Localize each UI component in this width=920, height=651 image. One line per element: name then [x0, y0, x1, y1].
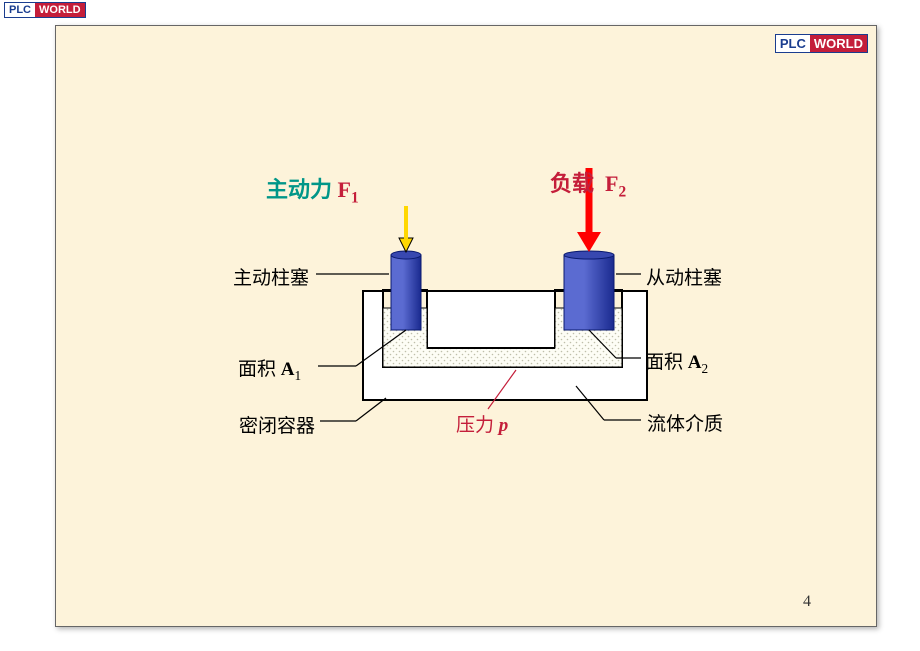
label-container: 密闭容器 — [239, 411, 315, 438]
f1-sub: 1 — [351, 189, 359, 206]
logo-top-left: PLC WORLD — [4, 2, 86, 18]
label-right-piston: 从动柱塞 — [646, 263, 722, 290]
pressure-prefix: 压力 — [456, 415, 494, 436]
logo-slide-top-right: PLC WORLD — [775, 34, 868, 53]
logo-plc-text-2: PLC — [776, 35, 810, 52]
area2-prefix: 面积 — [645, 352, 683, 373]
logo-world-text-2: WORLD — [810, 35, 867, 52]
label-area2: 面积 A2 — [645, 347, 708, 377]
right-piston — [564, 251, 614, 330]
left-piston — [391, 251, 421, 330]
page: PLC WORLD — [0, 0, 920, 651]
f2-sub: 2 — [618, 183, 626, 200]
page-number: 4 — [803, 593, 811, 611]
area1-symbol: A — [281, 359, 295, 380]
diagram-svg — [56, 26, 876, 626]
area2-symbol: A — [688, 352, 702, 373]
label-fluid: 流体介质 — [647, 409, 723, 436]
label-f2: 负载 F2 — [550, 166, 626, 201]
label-area1: 面积 A1 — [238, 354, 301, 384]
f2-prefix: 负载 — [550, 171, 594, 196]
area1-prefix: 面积 — [238, 359, 276, 380]
logo-plc-text: PLC — [5, 3, 35, 17]
label-pressure: 压力 p — [456, 410, 508, 437]
area2-sub: 2 — [702, 361, 709, 376]
label-left-piston: 主动柱塞 — [233, 263, 309, 290]
logo-world-text: WORLD — [35, 3, 85, 17]
label-f1: 主动力 F1 — [266, 172, 359, 207]
f1-symbol: F — [338, 177, 351, 202]
f2-symbol: F — [605, 171, 618, 196]
pressure-symbol: p — [499, 415, 509, 436]
f1-prefix: 主动力 — [266, 177, 332, 202]
slide: PLC WORLD 主动力 F1 负载 F2 主动柱塞 从动柱塞 面积 A1 面… — [55, 25, 877, 627]
area1-sub: 1 — [295, 368, 302, 383]
